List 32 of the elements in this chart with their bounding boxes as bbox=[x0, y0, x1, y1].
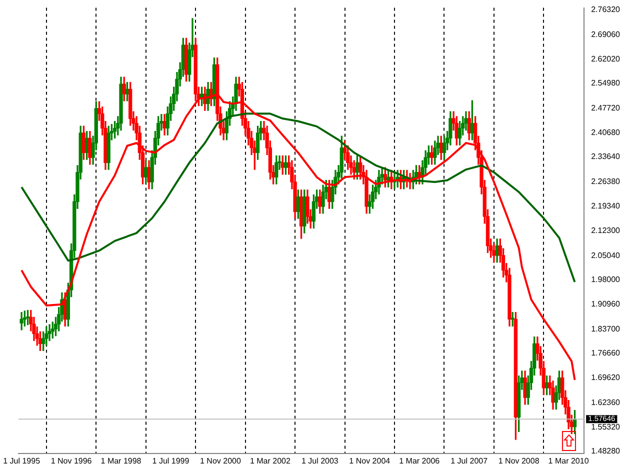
y-tick-label: 1.76660 bbox=[591, 348, 621, 358]
x-tick-label: 1 Mar 2002 bbox=[250, 456, 291, 466]
y-tick-label: 2.05040 bbox=[591, 250, 621, 260]
y-tick-label: 1.69620 bbox=[591, 373, 621, 382]
y-tick-label: 2.40680 bbox=[591, 128, 621, 137]
x-tick-label: 1 Nov 1996 bbox=[50, 456, 92, 466]
x-tick-label: 1 Mar 2010 bbox=[548, 456, 590, 466]
y-tick-label: 1.83700 bbox=[591, 324, 621, 334]
y-tick-label: 2.19340 bbox=[591, 202, 621, 211]
candlestick bbox=[20, 312, 24, 330]
x-tick-label: 1 Jul 1999 bbox=[152, 456, 190, 466]
y-tick-label: 1.55320 bbox=[591, 422, 621, 432]
x-tick-label: 1 Nov 2000 bbox=[200, 456, 242, 466]
y-tick-label: 2.33640 bbox=[591, 152, 621, 162]
x-tick-label: 1 Jul 1995 bbox=[3, 456, 41, 466]
y-tick-label: 2.26380 bbox=[591, 177, 621, 186]
x-tick-label: 1 Mar 2006 bbox=[399, 456, 440, 466]
y-tick-label: 2.47720 bbox=[591, 104, 621, 113]
y-tick-label: 2.54980 bbox=[591, 78, 621, 88]
x-tick-label: 1 Nov 2008 bbox=[498, 456, 540, 466]
y-tick-label: 1.48280 bbox=[591, 446, 621, 456]
x-tick-label: 1 Mar 1998 bbox=[100, 456, 142, 466]
y-tick-label: 2.69060 bbox=[591, 30, 621, 40]
y-tick-label: 1.62360 bbox=[591, 398, 621, 408]
x-tick-label: 1 Jul 2007 bbox=[450, 456, 488, 466]
y-tick-label: 2.76320 bbox=[591, 5, 621, 14]
x-tick-label: 1 Nov 2004 bbox=[349, 456, 391, 466]
y-tick-label: 2.12300 bbox=[591, 226, 621, 235]
x-tick-label: 1 Jul 2003 bbox=[301, 456, 339, 466]
y-tick-label: 2.62020 bbox=[591, 54, 621, 64]
y-tick-label: 1.90960 bbox=[591, 299, 621, 308]
y-tick-label: 1.98000 bbox=[591, 275, 621, 284]
